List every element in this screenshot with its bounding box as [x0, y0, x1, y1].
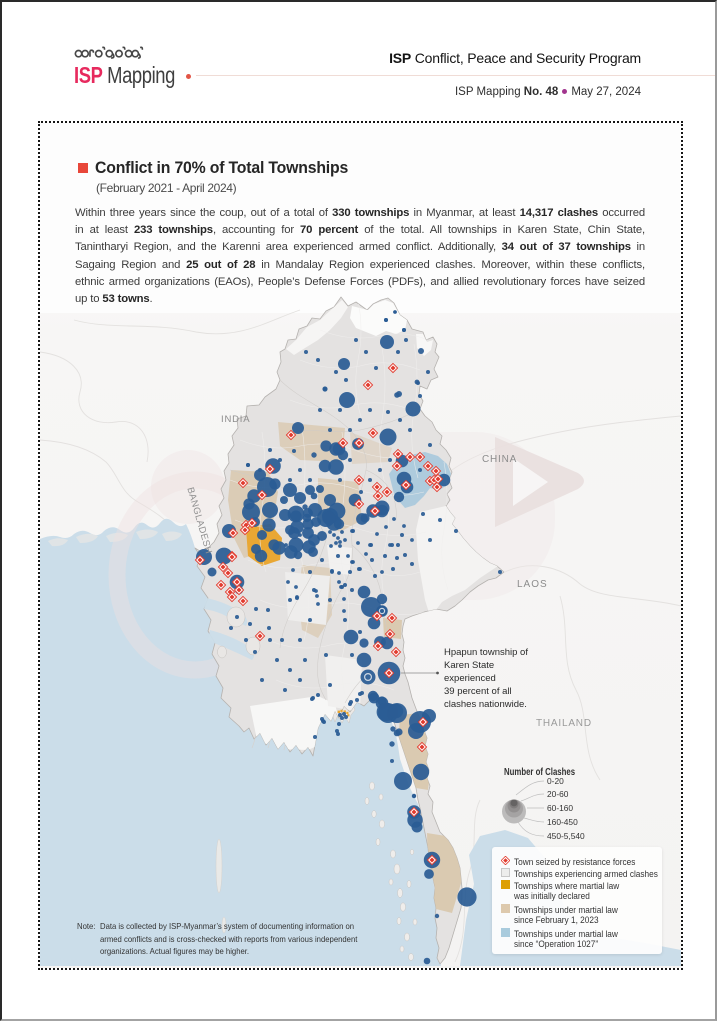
svg-text:160-450: 160-450: [547, 817, 578, 827]
svg-text:60-160: 60-160: [547, 803, 573, 813]
svg-text:450-5,540: 450-5,540: [547, 831, 585, 841]
svg-text:0-20: 0-20: [547, 776, 564, 786]
svg-text:20-60: 20-60: [547, 789, 569, 799]
